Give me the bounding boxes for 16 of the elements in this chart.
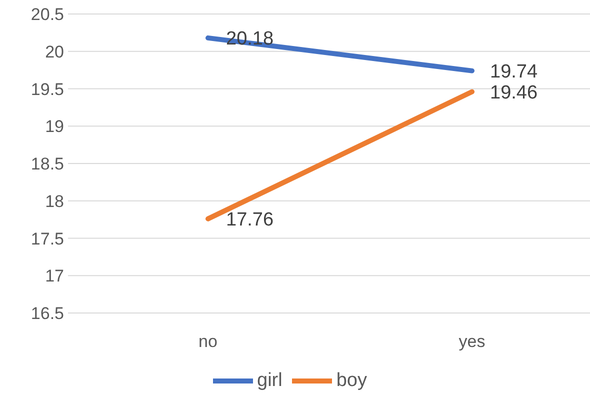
y-tick-label: 18.5 (30, 154, 64, 174)
y-tick-label: 20 (45, 42, 64, 62)
y-tick-label: 19 (45, 117, 64, 136)
y-tick-label: 17 (45, 266, 64, 286)
x-tick-label: no (198, 332, 218, 352)
y-tick-label: 17.5 (30, 229, 64, 248)
legend-label: girl (257, 370, 282, 392)
y-tick-label: 19.5 (30, 80, 64, 99)
data-label: 17.76 (226, 210, 274, 231)
legend-label: boy (336, 370, 367, 392)
data-label: 19.74 (490, 62, 538, 83)
y-tick-label: 20.5 (30, 5, 64, 24)
x-tick-label: yes (458, 332, 486, 352)
y-tick-label: 18 (45, 192, 64, 211)
data-label: 19.46 (490, 82, 538, 104)
y-tick-label: 16.5 (30, 304, 64, 324)
